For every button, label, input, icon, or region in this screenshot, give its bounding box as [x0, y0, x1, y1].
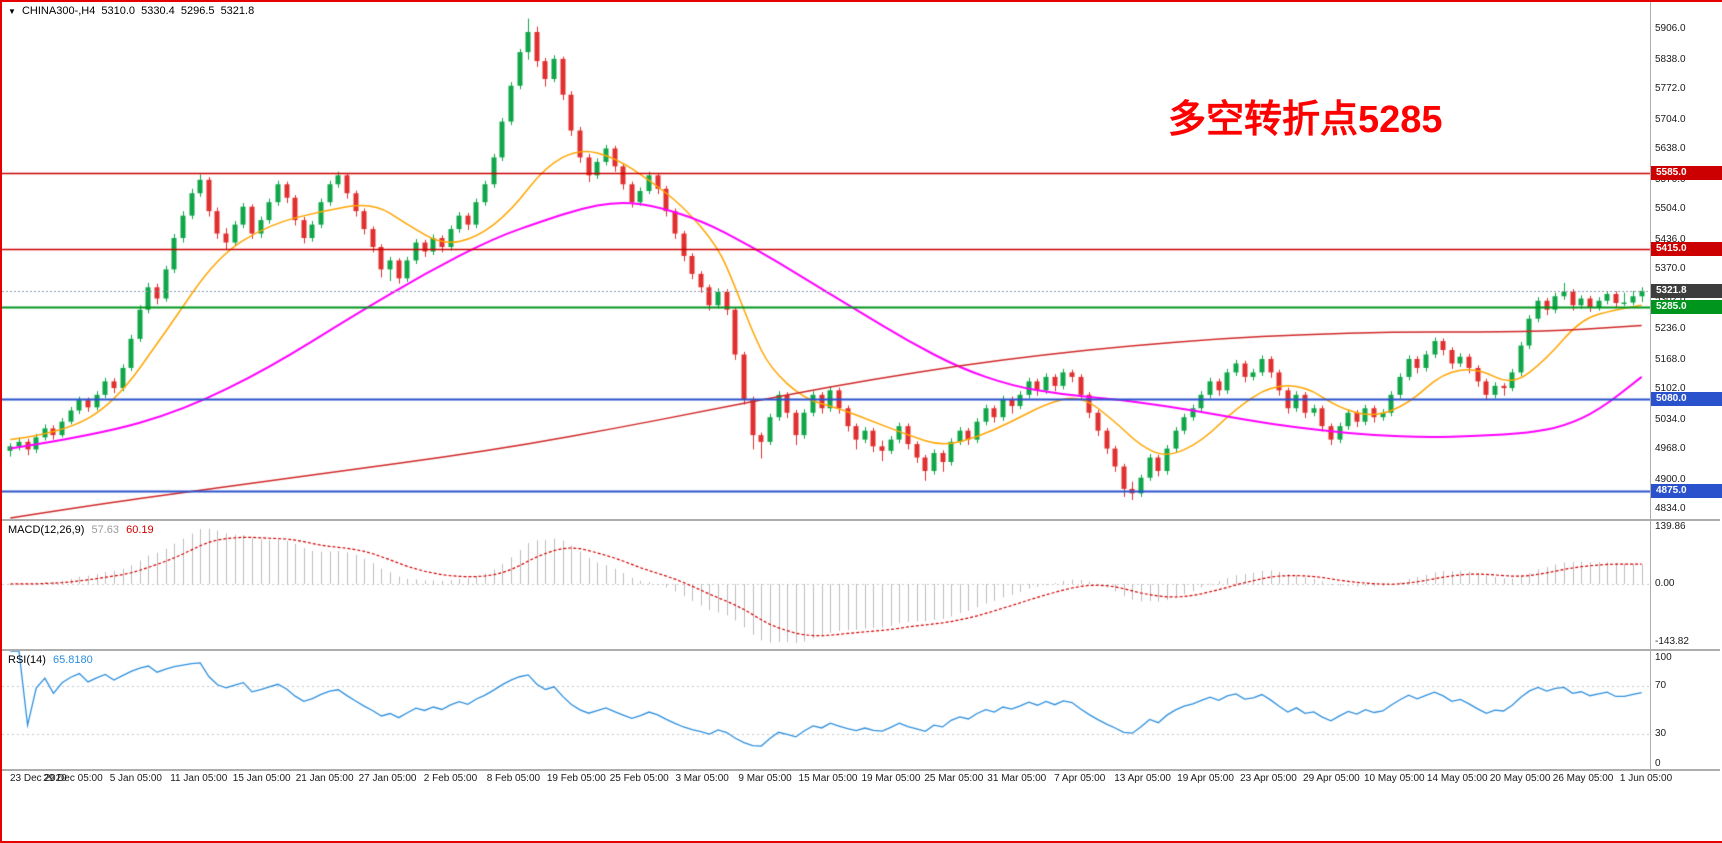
time-axis-label: 19 Apr 05:00: [1177, 773, 1234, 784]
price-axis-label: 5838.0: [1655, 53, 1686, 65]
price-axis-label: 5236.0: [1655, 323, 1686, 335]
time-axis-label: 15 Jan 05:00: [232, 773, 291, 784]
time-axis-label: 23 Dec 2020: [10, 773, 67, 784]
time-axis-label: 3 Mar 05:00: [675, 773, 729, 784]
time-axis-label: 19 Feb 05:00: [546, 773, 606, 784]
time-axis-label: 31 Mar 05:00: [987, 773, 1047, 784]
symbol-ohlc-header: ▼ CHINA300-,H4 5310.0 5330.4 5296.5 5321…: [8, 5, 257, 17]
time-axis-label: 19 Mar 05:00: [861, 773, 921, 784]
price-axis-label: 5034.0: [1655, 413, 1686, 425]
macd-title: MACD(12,26,9): [8, 524, 85, 536]
rsi-axis-label: 0: [1655, 758, 1661, 769]
macd-axis-label: -143.82: [1655, 636, 1689, 648]
time-axis-label: 7 Apr 05:00: [1054, 773, 1106, 784]
macd-header: MACD(12,26,9) 57.63 60.19: [8, 524, 158, 536]
rsi-title: RSI(14): [8, 654, 46, 666]
price-tag-5080.0: 5080.0: [1651, 392, 1722, 407]
time-axis-label: 14 May 05:00: [1426, 773, 1488, 784]
time-axis-label: 10 May 05:00: [1363, 773, 1425, 784]
time-axis-label: 25 Feb 05:00: [609, 773, 669, 784]
macd-axis-label: 0.00: [1655, 577, 1675, 589]
rsi-axis-label: 30: [1655, 727, 1667, 739]
time-axis-label: 5 Jan 05:00: [109, 773, 162, 784]
price-axis-label: 5704.0: [1655, 113, 1686, 125]
rsi-value: 65.8180: [52, 654, 93, 666]
rsi-panel-divider[interactable]: [2, 649, 1720, 651]
price-axis-label: 5168.0: [1655, 353, 1686, 365]
price-axis-label: 5370.0: [1655, 263, 1686, 275]
rsi-axis-label: 100: [1655, 652, 1672, 663]
time-axis-label: 11 Jan 05:00: [170, 773, 228, 784]
macd-axis-label: 139.86: [1655, 521, 1686, 533]
time-axis-label: 21 Jan 05:00: [295, 773, 354, 784]
one-click-trading-icon[interactable]: ▼: [8, 7, 16, 16]
time-axis-label: 26 May 05:00: [1552, 773, 1614, 784]
price-chart-canvas[interactable]: [2, 2, 1650, 519]
time-axis-label: 9 Mar 05:00: [738, 773, 792, 784]
time-axis-label: 1 Jun 05:00: [1619, 773, 1673, 784]
time-axis-label: 27 Jan 05:00: [358, 773, 417, 784]
price-axis-label: 4834.0: [1655, 503, 1686, 515]
ohlc-open: 5310.0: [101, 5, 136, 17]
ohlc-close: 5321.8: [220, 5, 255, 17]
price-tag-5285.0: 5285.0: [1651, 300, 1722, 315]
ohlc-high: 5330.4: [141, 5, 175, 17]
price-axis-label: 5906.0: [1655, 23, 1686, 35]
time-axis-label: 15 Mar 05:00: [798, 773, 858, 784]
time-axis-label: 29 Apr 05:00: [1303, 773, 1360, 784]
macd-panel-divider[interactable]: [2, 519, 1720, 521]
price-axis-label: 5772.0: [1655, 83, 1686, 95]
rsi-axis-label: 70: [1655, 680, 1667, 692]
price-axis-separator: [1650, 2, 1651, 771]
price-axis-label: 5302.0: [1655, 293, 1686, 305]
price-axis-label: 5436.0: [1655, 233, 1686, 245]
price-tag-5585.0: 5585.0: [1651, 166, 1722, 181]
rsi-panel-canvas[interactable]: [2, 651, 1650, 769]
time-axis-label: 25 Mar 05:00: [924, 773, 984, 784]
time-axis-label: 8 Feb 05:00: [486, 773, 541, 784]
ohlc-low: 5296.5: [180, 5, 215, 17]
time-axis-label: 20 May 05:00: [1489, 773, 1551, 784]
macd-signal-value: 60.19: [126, 524, 154, 536]
time-axis-label: 2 Feb 05:00: [423, 773, 478, 784]
price-axis-label: 5638.0: [1655, 143, 1686, 155]
annotation-text: 多空转折点5285: [1168, 99, 1443, 141]
price-tag-5321.8: 5321.8: [1651, 283, 1722, 298]
time-axis-label: 29 Dec 05:00: [43, 773, 103, 784]
time-axis-label: 13 Apr 05:00: [1114, 773, 1171, 784]
macd-panel-canvas[interactable]: [2, 521, 1650, 649]
price-axis-label: 5504.0: [1655, 203, 1686, 215]
time-axis-label: 23 Apr 05:00: [1240, 773, 1297, 784]
price-axis-label: 4900.0: [1655, 473, 1686, 485]
symbol-period-label: CHINA300-,H4: [21, 5, 96, 17]
macd-main-value: 57.63: [91, 524, 120, 536]
price-tag-5415.0: 5415.0: [1651, 242, 1722, 257]
time-axis-divider: [2, 769, 1720, 771]
price-axis-label: 5102.0: [1655, 383, 1686, 395]
price-axis-label: 5570.0: [1655, 173, 1686, 185]
price-axis-label: 4968.0: [1655, 443, 1686, 455]
price-tag-4875.0: 4875.0: [1651, 484, 1722, 499]
rsi-header: RSI(14) 65.8180: [8, 654, 97, 666]
